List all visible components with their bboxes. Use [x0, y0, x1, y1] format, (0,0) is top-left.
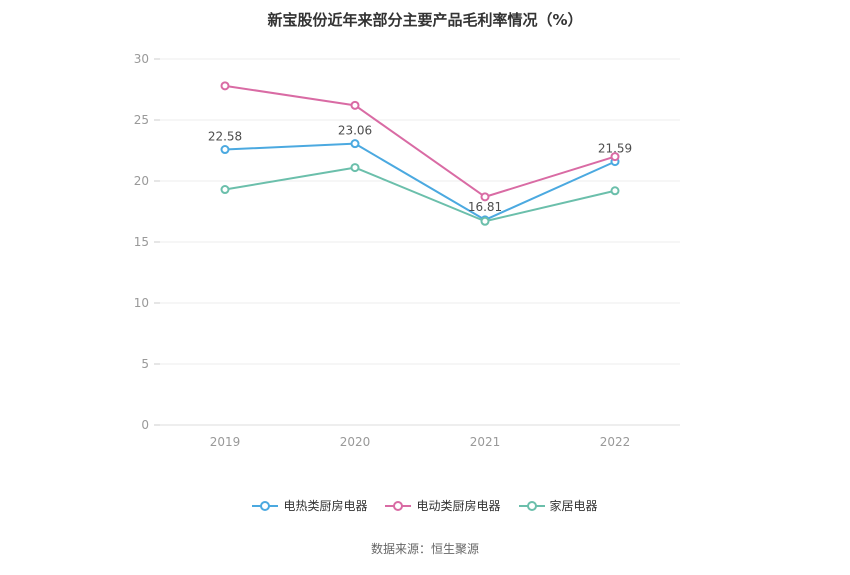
data-point	[220, 81, 230, 91]
y-tick-label: 20	[134, 174, 149, 188]
data-point	[350, 139, 360, 149]
series-line	[224, 142, 616, 221]
line-chart: 0 5 10 15 20 25 30 2019 2020 2021 2022 22.58 23.06 16…	[134, 52, 680, 449]
series-line	[224, 166, 616, 223]
data-label: 23.06	[338, 124, 372, 138]
legend-label: 电热类厨房电器	[283, 499, 368, 513]
data-point	[480, 216, 490, 226]
legend-line-circle-icon	[518, 500, 545, 512]
data-point	[220, 145, 230, 155]
legend-line-circle-icon	[252, 500, 279, 512]
legend-line-circle-icon	[385, 500, 412, 512]
legend-label: 电动类厨房电器	[416, 499, 501, 513]
x-tick-label: 2021	[470, 435, 501, 449]
legend-label: 家居电器	[549, 499, 598, 513]
data-label: 22.58	[208, 130, 242, 144]
legend-item-home-appliances[interactable]: 家居电器	[518, 497, 598, 514]
y-tick-label: 5	[141, 357, 149, 371]
x-tick-label: 2020	[340, 435, 371, 449]
data-point	[350, 163, 360, 173]
y-tick-label: 0	[141, 418, 149, 432]
data-point	[220, 185, 230, 195]
y-tick-label: 30	[134, 52, 149, 66]
data-label: 16.81	[468, 200, 502, 214]
chart-title: 新宝股份近年来部分主要产品毛利率情况（%）	[267, 11, 583, 29]
y-tick-label: 15	[134, 235, 149, 249]
data-point	[480, 192, 490, 202]
data-label: 21.59	[598, 142, 632, 156]
x-tick-label: 2019	[210, 435, 241, 449]
legend-item-electric-heating-kitchen[interactable]: 电热类厨房电器	[252, 497, 367, 514]
legend: 电热类厨房电器 电动类厨房电器 家居电器	[0, 497, 850, 514]
series-line	[224, 84, 616, 198]
y-tick-label: 10	[134, 296, 149, 310]
y-tick-label: 25	[134, 113, 149, 127]
x-tick-label: 2022	[600, 435, 631, 449]
data-point	[610, 186, 620, 196]
data-source: 数据来源：恒生聚源	[370, 542, 479, 556]
data-point	[350, 100, 360, 110]
data-point	[610, 152, 620, 162]
legend-item-electric-motor-kitchen[interactable]: 电动类厨房电器	[385, 497, 501, 514]
